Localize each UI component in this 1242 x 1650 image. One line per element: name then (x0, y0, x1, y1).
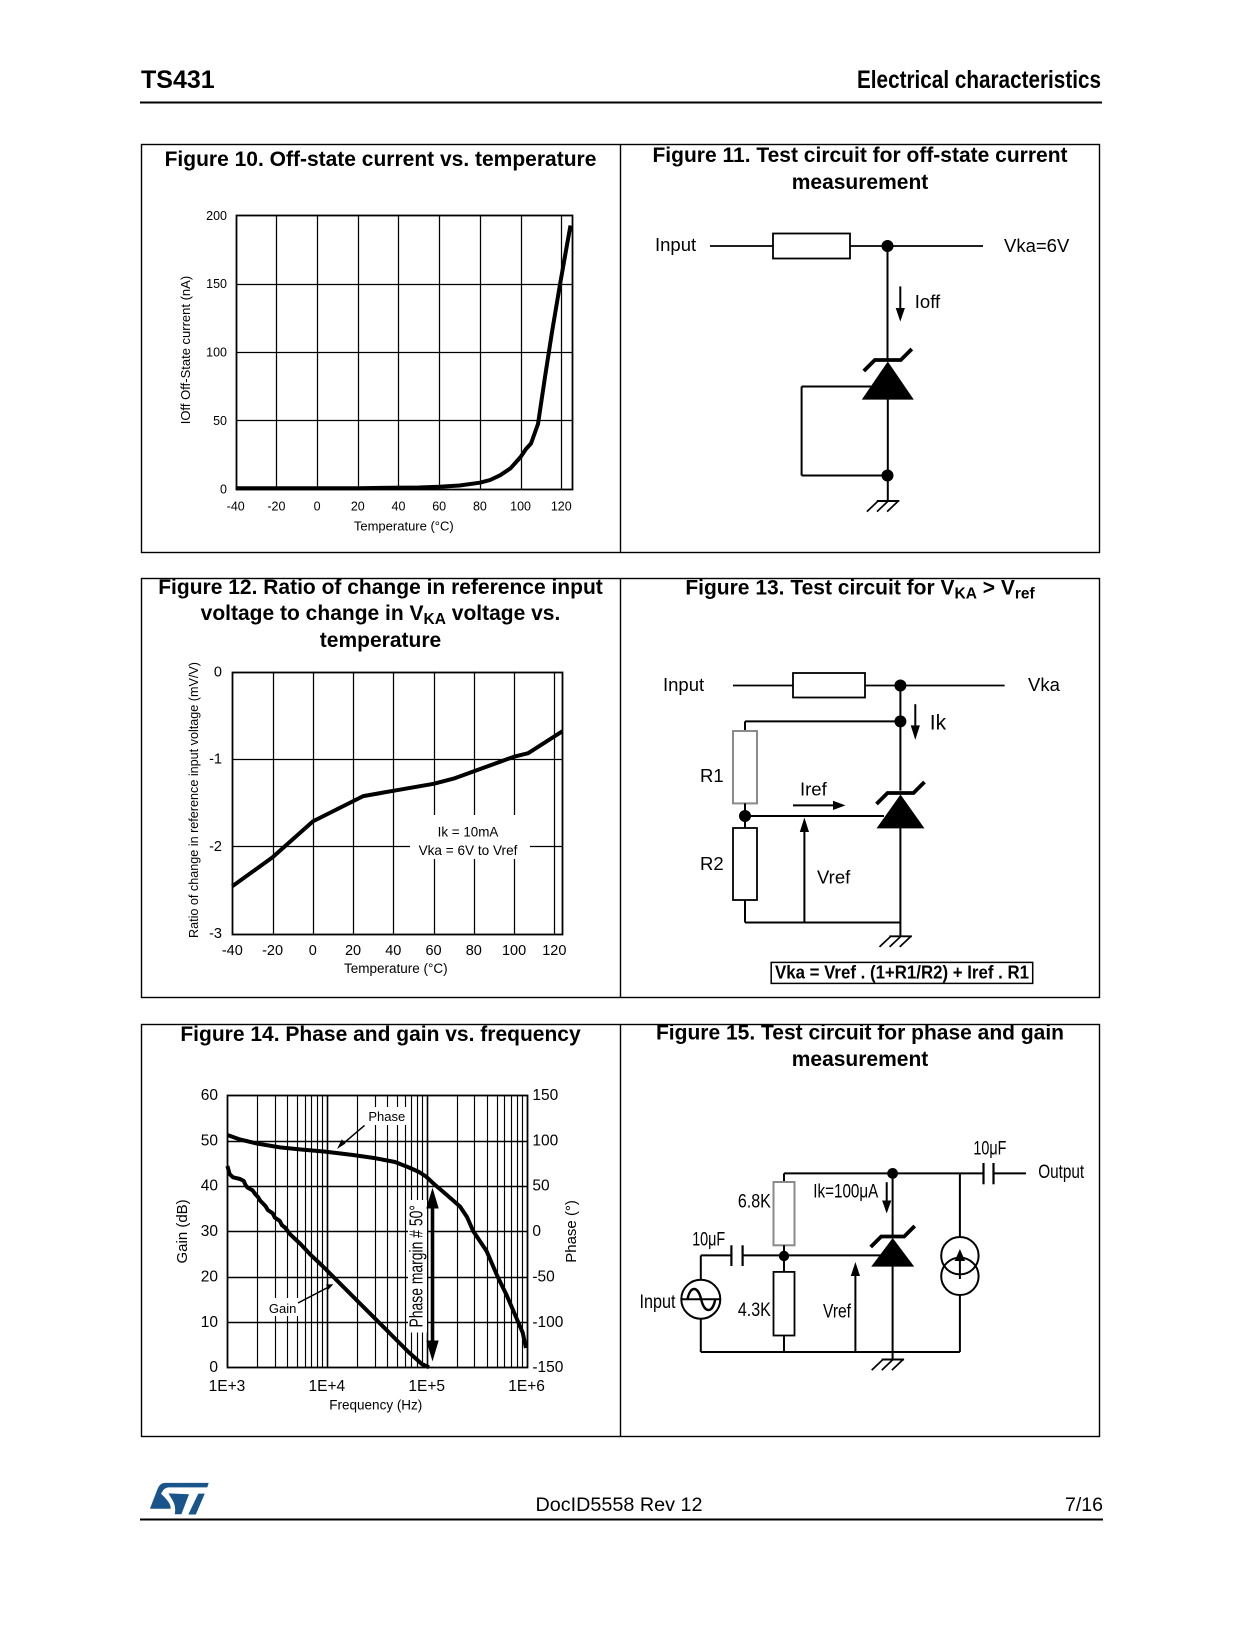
svg-text:100: 100 (510, 500, 531, 514)
svg-text:Figure 10. Off-state current v: Figure 10. Off-state current vs. tempera… (165, 148, 597, 171)
svg-text:Ik: Ik (930, 711, 947, 734)
svg-text:40: 40 (392, 500, 406, 514)
svg-text:1E+3: 1E+3 (209, 1378, 246, 1395)
svg-text:Figure 11. Test circuit for of: Figure 11. Test circuit for off-state cu… (652, 144, 1067, 167)
svg-text:-20: -20 (267, 500, 285, 514)
svg-text:DocID5558 Rev 12: DocID5558 Rev 12 (536, 1495, 703, 1516)
svg-text:Phase: Phase (368, 1109, 405, 1124)
svg-text:Iref: Iref (800, 779, 828, 800)
svg-text:0: 0 (209, 1359, 218, 1376)
svg-text:R2: R2 (700, 853, 724, 874)
svg-text:Vka = Vref . (1+R1/R2) + Iref: Vka = Vref . (1+R1/R2) + Iref . R1 (775, 962, 1029, 983)
svg-text:Figure 13. Test circuit for VK: Figure 13. Test circuit for VKA > Vref (685, 577, 1035, 603)
svg-text:0: 0 (220, 482, 227, 496)
svg-text:150: 150 (206, 277, 227, 291)
svg-text:10: 10 (201, 1314, 219, 1331)
svg-text:1E+4: 1E+4 (309, 1378, 346, 1395)
svg-text:50: 50 (201, 1132, 219, 1149)
svg-text:Ik = 10mA: Ik = 10mA (438, 825, 499, 840)
svg-text:-2: -2 (209, 839, 222, 855)
svg-text:-40: -40 (227, 500, 245, 514)
svg-text:Ratio of change in reference i: Ratio of change in reference input volta… (186, 662, 201, 938)
svg-text:100: 100 (206, 346, 227, 360)
svg-text:Vka = 6V to Vref: Vka = 6V to Vref (419, 843, 518, 858)
svg-text:200: 200 (206, 209, 227, 223)
svg-text:Gain: Gain (269, 1301, 296, 1316)
svg-text:measurement: measurement (792, 1048, 929, 1071)
svg-text:-3: -3 (209, 926, 222, 942)
svg-text:-50: -50 (532, 1268, 555, 1285)
svg-text:Figure 15. Test circuit for ph: Figure 15. Test circuit for phase and ga… (656, 1022, 1064, 1045)
svg-text:4.3K: 4.3K (738, 1299, 771, 1321)
svg-text:-100: -100 (532, 1314, 563, 1331)
svg-text:TS431: TS431 (141, 66, 215, 94)
svg-text:7/16: 7/16 (1065, 1494, 1103, 1516)
svg-text:60: 60 (201, 1087, 219, 1104)
svg-text:Input: Input (640, 1291, 676, 1313)
svg-text:Ioff: Ioff (915, 291, 941, 312)
svg-text:120: 120 (542, 943, 566, 959)
svg-text:100: 100 (532, 1132, 558, 1149)
svg-text:6.8K: 6.8K (738, 1190, 771, 1212)
svg-text:measurement: measurement (792, 171, 929, 194)
svg-text:Ik=100μA: Ik=100μA (813, 1181, 878, 1203)
svg-text:Figure 12. Ratio of change in: Figure 12. Ratio of change in reference … (158, 576, 603, 599)
svg-text:R1: R1 (700, 765, 724, 786)
svg-text:50: 50 (213, 414, 227, 428)
svg-text:80: 80 (466, 943, 482, 959)
svg-text:10μF: 10μF (973, 1138, 1006, 1160)
svg-text:Input: Input (663, 674, 704, 695)
svg-text:-1: -1 (209, 752, 222, 768)
svg-text:50: 50 (532, 1178, 550, 1195)
svg-text:Vref: Vref (823, 1301, 851, 1323)
svg-text:Vka=6V: Vka=6V (1004, 235, 1070, 256)
svg-text:Vref: Vref (817, 867, 851, 888)
svg-text:40: 40 (201, 1178, 219, 1195)
svg-text:Electrical characteristics: Electrical characteristics (857, 66, 1101, 94)
svg-text:0: 0 (532, 1223, 541, 1240)
svg-text:IOff Off-State current (nA): IOff Off-State current (nA) (178, 276, 193, 424)
svg-text:-20: -20 (262, 943, 283, 959)
svg-text:60: 60 (432, 500, 446, 514)
svg-text:0: 0 (214, 664, 222, 680)
svg-text:Phase margin # 50°: Phase margin # 50° (406, 1205, 427, 1328)
svg-text:100: 100 (502, 943, 526, 959)
svg-text:20: 20 (345, 943, 361, 959)
svg-text:120: 120 (551, 500, 572, 514)
svg-text:0: 0 (309, 943, 317, 959)
svg-text:150: 150 (532, 1087, 558, 1104)
svg-text:10μF: 10μF (692, 1229, 725, 1251)
svg-text:-150: -150 (532, 1359, 563, 1376)
svg-text:Frequency (Hz): Frequency (Hz) (329, 1398, 422, 1413)
svg-text:-40: -40 (222, 943, 243, 959)
svg-text:80: 80 (473, 500, 487, 514)
svg-text:20: 20 (201, 1268, 219, 1285)
svg-text:Figure 14. Phase and gain vs.: Figure 14. Phase and gain vs. frequency (180, 1023, 581, 1046)
svg-text:Input: Input (655, 234, 696, 255)
svg-text:voltage to change in VKA volta: voltage to change in VKA voltage vs. (201, 602, 561, 628)
svg-text:40: 40 (385, 943, 401, 959)
svg-text:Temperature (°C): Temperature (°C) (344, 961, 448, 976)
svg-text:temperature: temperature (320, 629, 441, 652)
svg-text:Temperature (°C): Temperature (°C) (354, 519, 454, 534)
svg-text:1E+6: 1E+6 (508, 1378, 545, 1395)
svg-text:Gain (dB): Gain (dB) (174, 1199, 191, 1263)
svg-text:0: 0 (314, 500, 321, 514)
svg-text:30: 30 (201, 1223, 219, 1240)
svg-text:Phase (°): Phase (°) (563, 1200, 580, 1263)
svg-text:1E+5: 1E+5 (408, 1378, 445, 1395)
svg-text:Output: Output (1038, 1161, 1084, 1183)
svg-text:20: 20 (351, 500, 365, 514)
svg-text:60: 60 (425, 943, 441, 959)
svg-text:Vka: Vka (1028, 674, 1061, 695)
